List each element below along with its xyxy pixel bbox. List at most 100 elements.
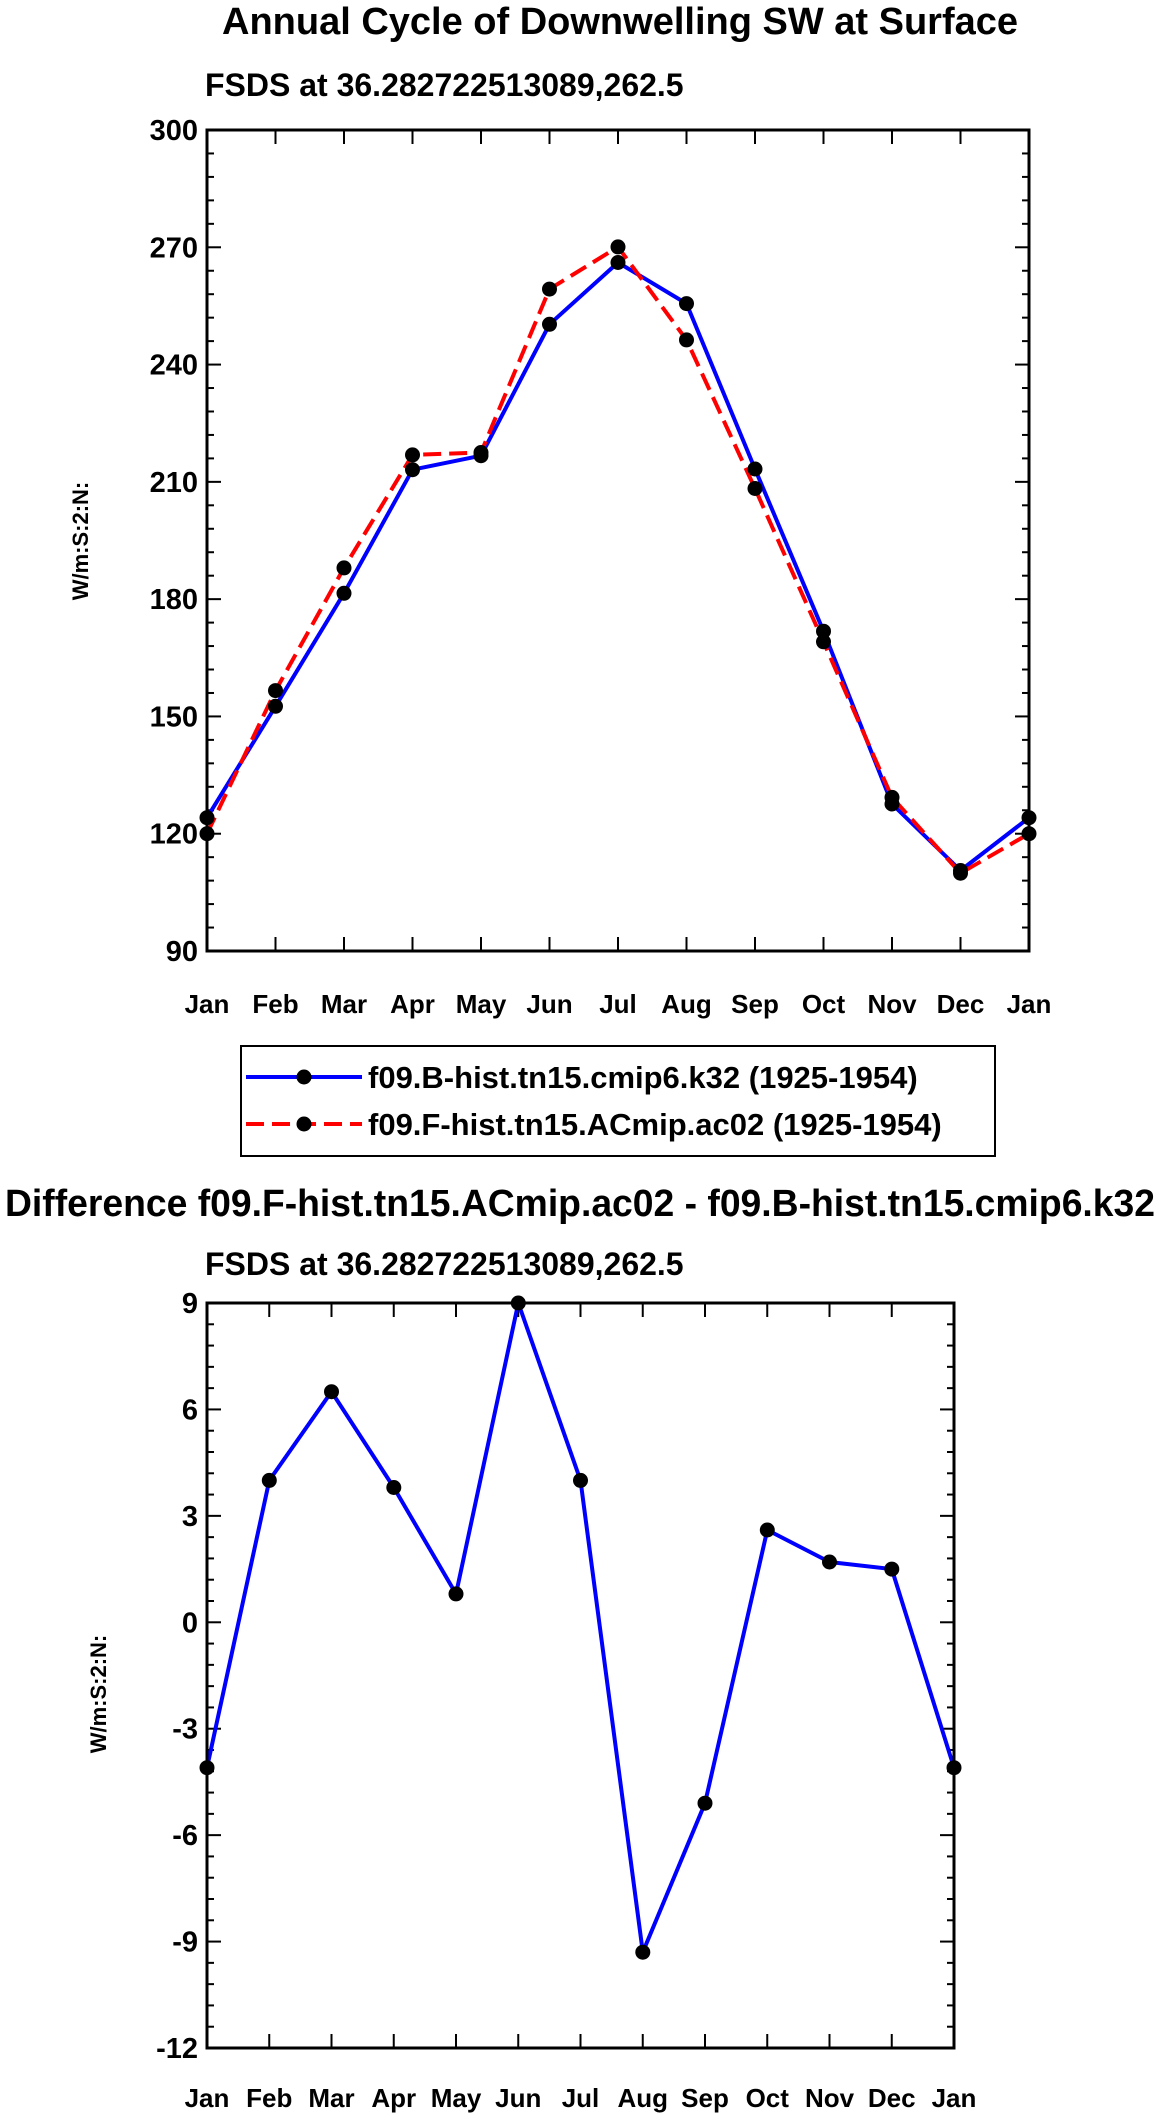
annual-cycle-x-tick-labels: Jan Feb Mar Apr May Jun Jul Aug Sep Oct Nov Dec Jan	[185, 989, 1052, 1019]
x-tick-label: Jul	[599, 989, 637, 1019]
x-tick-label: Feb	[246, 2083, 292, 2113]
series-0-point-feb-1	[261, 1472, 277, 1488]
legend-entry-f-hist: f09.F-hist.tn15.ACmip.ac02 (1925-1954)	[246, 1107, 942, 1142]
x-tick-label: Nov	[867, 989, 917, 1019]
series-line-0	[205, 260, 1031, 873]
series-0-point-mar-2	[324, 1384, 339, 1400]
series-1-point-jul-6	[610, 239, 626, 255]
x-tick-label: Mar	[321, 989, 367, 1019]
y-tick-label: 6	[182, 1394, 198, 1426]
x-tick-label: Jun	[526, 989, 572, 1019]
annual-cycle-series-lines	[205, 244, 1031, 876]
x-tick-label: Dec	[868, 2083, 916, 2113]
x-tick-label: Aug	[617, 2083, 668, 2113]
annual-cycle-plot-frame	[205, 128, 1031, 953]
x-tick-label: Aug	[661, 989, 712, 1019]
annual-cycle-y-axis-label: W/m:S:2:N:	[68, 482, 93, 601]
legend-marker-f-hist	[296, 1116, 312, 1132]
series-1-point-jun-5	[542, 281, 557, 297]
legend-label-b-hist: f09.B-hist.tn15.cmip6.k32 (1925-1954)	[368, 1060, 918, 1095]
y-tick-label: 300	[150, 115, 198, 147]
x-tick-label: Jan	[185, 2083, 230, 2113]
series-0-point-jun-5	[542, 316, 557, 332]
x-tick-label: Apr	[390, 989, 435, 1019]
series-0-point-dec-11	[884, 1561, 900, 1577]
difference-y-tick-labels: -12 -9 -6 -3 0 3 6 9	[156, 1288, 198, 2065]
y-tick-label: 150	[150, 701, 198, 733]
difference-panel: Difference f09.F-hist.tn15.ACmip.ac02 - …	[5, 1183, 1155, 2113]
series-0-point-jul-6	[573, 1472, 588, 1488]
y-tick-label: 120	[150, 819, 198, 851]
difference-y-axis-label: W/m:S:2:N:	[86, 1635, 111, 1754]
series-1-point-mar-2	[336, 560, 352, 576]
difference-title: Difference f09.F-hist.tn15.ACmip.ac02 - …	[5, 1183, 1155, 1225]
x-tick-label: Mar	[308, 2083, 354, 2113]
legend-label-f-hist: f09.F-hist.tn15.ACmip.ac02 (1925-1954)	[368, 1107, 942, 1142]
series-0-point-aug-7	[635, 1944, 651, 1960]
x-tick-label: Feb	[252, 989, 298, 1019]
x-tick-label: Jan	[185, 989, 230, 1019]
series-0-point-may-4	[448, 1586, 464, 1602]
series-0-point-apr-3	[386, 1480, 402, 1495]
y-tick-label: 90	[166, 936, 198, 968]
x-tick-label: Dec	[937, 989, 985, 1019]
series-0-point-nov-10	[822, 1554, 837, 1570]
series-1-point-dec-11	[953, 865, 968, 881]
y-tick-label: -9	[172, 1927, 198, 1959]
series-1-point-oct-9	[816, 634, 831, 650]
y-tick-label: 270	[150, 232, 198, 264]
series-0-point-feb-1	[268, 698, 283, 714]
y-tick-label: 9	[182, 1288, 198, 1320]
y-tick-label: -12	[156, 2033, 198, 2065]
legend-entry-b-hist: f09.B-hist.tn15.cmip6.k32 (1925-1954)	[246, 1060, 918, 1095]
series-1-point-aug-7	[679, 332, 694, 348]
series-line-0	[205, 1301, 956, 1955]
difference-series-points	[199, 1295, 962, 1960]
annual-cycle-series-points	[199, 239, 1037, 881]
series-1-point-sep-8	[747, 481, 763, 496]
y-tick-label: 210	[150, 467, 198, 499]
annual-cycle-y-tick-labels: 90 120 150 180 210 240 270 300	[150, 115, 198, 968]
x-tick-label: Oct	[802, 989, 846, 1019]
series-1-point-may-4	[473, 445, 489, 460]
y-tick-label: 240	[150, 350, 198, 382]
y-tick-label: 180	[150, 584, 198, 616]
annual-cycle-title: Annual Cycle of Downwelling SW at Surfac…	[222, 1, 1018, 43]
x-tick-label: Oct	[746, 2083, 790, 2113]
series-0-point-jul-6	[610, 255, 626, 270]
x-tick-label: Sep	[731, 989, 779, 1019]
series-0-point-oct-9	[759, 1522, 775, 1538]
legend-marker-b-hist	[296, 1069, 312, 1085]
series-0-point-sep-8	[747, 461, 763, 477]
series-1-point-nov-10	[884, 789, 900, 805]
series-0-point-aug-7	[679, 296, 694, 312]
x-tick-label: Jul	[562, 2083, 600, 2113]
difference-plot-frame	[205, 1301, 956, 2050]
annual-cycle-subtitle: FSDS at 36.282722513089,262.5	[205, 67, 684, 103]
series-0-point-apr-3	[405, 462, 420, 478]
x-tick-label: May	[431, 2083, 482, 2113]
difference-ticks	[206, 1302, 955, 2049]
x-tick-label: Jan	[932, 2083, 977, 2113]
series-0-point-oct-9	[816, 623, 831, 639]
x-tick-label: Nov	[805, 2083, 855, 2113]
x-tick-label: Sep	[681, 2083, 729, 2113]
x-tick-label: Jan	[1007, 989, 1052, 1019]
legend-box	[240, 1045, 996, 1157]
legend: f09.B-hist.tn15.cmip6.k32 (1925-1954) f0…	[240, 1045, 996, 1157]
x-tick-label: May	[456, 989, 507, 1019]
y-tick-label: 0	[182, 1607, 198, 1639]
difference-subtitle: FSDS at 36.282722513089,262.5	[205, 1246, 684, 1282]
series-0-point-sep-8	[697, 1795, 713, 1811]
series-1-point-apr-3	[405, 447, 420, 463]
series-line-1	[205, 244, 1030, 876]
x-tick-label: Jun	[495, 2083, 541, 2113]
annual-cycle-panel: Annual Cycle of Downwelling SW at Surfac…	[68, 1, 1051, 1019]
difference-x-tick-labels: Jan Feb Mar Apr May Jun Jul Aug Sep Oct Nov Dec Jan	[185, 2083, 977, 2113]
x-tick-label: Apr	[371, 2083, 416, 2113]
y-tick-label: -6	[172, 1820, 198, 1852]
y-tick-label: -3	[172, 1714, 198, 1746]
difference-series-lines	[205, 1301, 956, 1955]
series-1-point-feb-1	[268, 683, 283, 699]
